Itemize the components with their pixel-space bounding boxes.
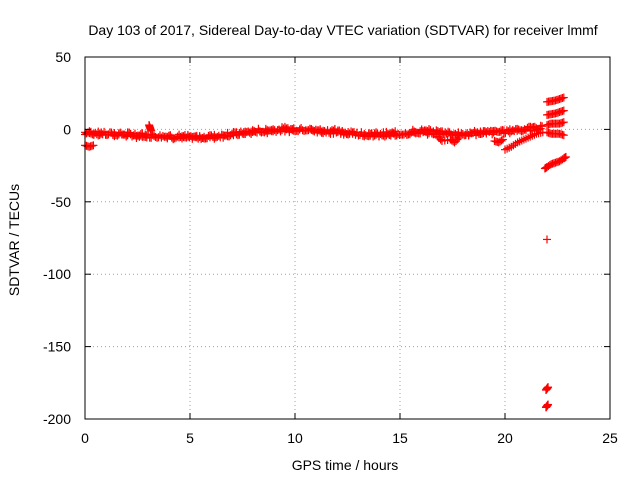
- data-point: [497, 136, 506, 145]
- data-points: [81, 93, 570, 412]
- data-point: [559, 131, 568, 140]
- data-point: [498, 135, 507, 144]
- data-point: [559, 106, 568, 115]
- x-axis-label: GPS time / hours: [292, 457, 399, 473]
- y-tick-label: -100: [43, 266, 71, 282]
- grid: [85, 57, 610, 419]
- y-tick-label: -200: [43, 411, 71, 427]
- data-point: [125, 128, 134, 137]
- y-axis-label: SDTVAR / TECUs: [6, 184, 22, 296]
- data-point: [436, 135, 445, 144]
- x-tick-label: 20: [497, 430, 513, 446]
- data-point: [559, 93, 568, 102]
- x-tick-label: 15: [392, 430, 408, 446]
- x-tick-label: 25: [602, 430, 618, 446]
- data-point: [372, 128, 381, 137]
- axis-ticks: 0 5 10 15 20 25 50 0 -50 -100 -150 -200: [43, 49, 618, 446]
- data-point: [424, 125, 433, 134]
- data-point: [544, 400, 553, 409]
- data-point: [147, 126, 156, 135]
- data-point: [543, 235, 551, 244]
- y-tick-label: 50: [55, 49, 71, 65]
- x-tick-label: 0: [81, 430, 89, 446]
- data-point: [559, 118, 568, 127]
- data-point: [454, 134, 463, 143]
- x-tick-label: 5: [186, 430, 194, 446]
- data-point: [89, 141, 98, 150]
- data-point: [561, 152, 570, 161]
- data-point: [453, 135, 462, 144]
- y-tick-label: -50: [51, 194, 71, 210]
- x-tick-label: 10: [287, 430, 303, 446]
- y-tick-label: -150: [43, 339, 71, 355]
- chart-title: Day 103 of 2017, Sidereal Day-to-day VTE…: [88, 22, 597, 38]
- data-point: [538, 122, 547, 131]
- data-point: [544, 383, 553, 392]
- y-tick-label: 0: [63, 121, 71, 137]
- plot-frame: [84, 56, 611, 420]
